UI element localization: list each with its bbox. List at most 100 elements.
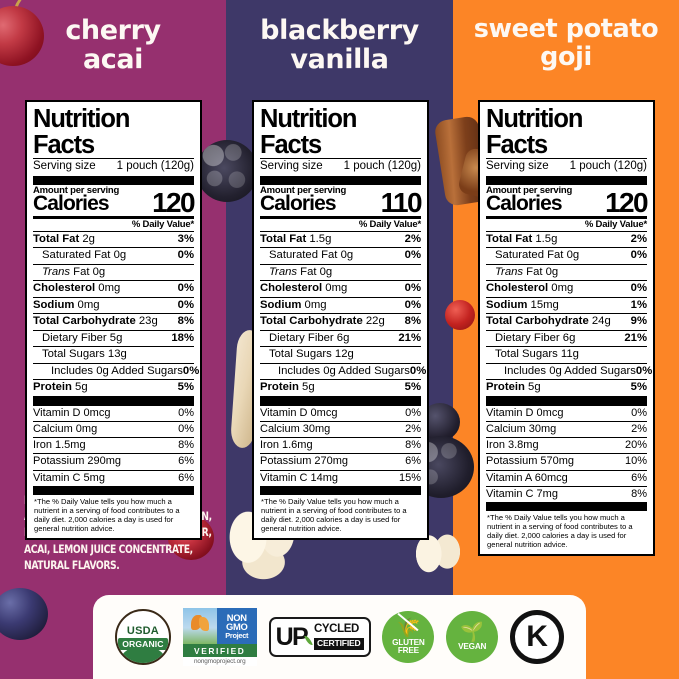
- vitamin-daily-value: 6%: [178, 471, 194, 484]
- nutrient-row: Trans Fat 0g: [260, 263, 421, 281]
- vitamin-row: Iron 1.6mg 8%: [260, 437, 421, 453]
- nutrient-label: Trans Fat 0g: [42, 265, 106, 278]
- vitamin-daily-value: 8%: [631, 487, 647, 500]
- nutrient-label: Saturated Fat 0g: [269, 249, 354, 262]
- flavor-title-cherry-acai: cherry acai: [0, 16, 226, 74]
- daily-value-footnote: *The % Daily Value tells you how much a …: [34, 496, 180, 533]
- nutrient-daily-value: 3%: [177, 232, 194, 245]
- vitamin-daily-value: 20%: [624, 439, 647, 452]
- vitamin-daily-value: 6%: [178, 455, 194, 468]
- nutrient-daily-value: 0%: [635, 364, 653, 377]
- badge-vegan: 🌱 VEGAN: [446, 611, 499, 663]
- flavor-title-line2: vanilla: [290, 44, 389, 76]
- nutrient-label: Cholesterol 0mg: [33, 282, 121, 295]
- serving-size-value: 1 pouch (120g): [116, 160, 194, 172]
- nutrient-row: Sodium 0mg 0%: [33, 296, 194, 314]
- nutrient-row: Trans Fat 0g: [486, 263, 647, 281]
- nutrient-row: Total Sugars 13g: [33, 346, 194, 363]
- calories-value: 120: [152, 186, 196, 218]
- usda-line1: USDA: [126, 624, 159, 637]
- vitamin-daily-value: 8%: [405, 439, 421, 452]
- vitamin-daily-value: 2%: [405, 422, 421, 435]
- vitamin-label: Calcium 0mg: [33, 422, 98, 435]
- nutrient-label: Sodium 0mg: [260, 298, 327, 311]
- nutrient-daily-value: 0%: [630, 249, 647, 262]
- non-gmo-icon: NON GMO Project VERIFIED nongmoproject.o…: [182, 608, 257, 666]
- badge-non-gmo-project-verified: NON GMO Project VERIFIED nongmoproject.o…: [182, 608, 257, 666]
- daily-value-header: % Daily Value*: [358, 218, 421, 230]
- nutrient-label: Total Carbohydrate 23g: [33, 315, 158, 328]
- nutrient-label: Total Carbohydrate 24g: [486, 315, 611, 328]
- nutrient-daily-value: 2%: [630, 232, 647, 245]
- nutrition-facts-title: Nutrition Facts: [486, 105, 583, 159]
- divider-medium: [260, 215, 421, 219]
- vitamin-row: Vitamin D 0mcg 0%: [33, 404, 194, 421]
- upcycled-up-text: UP: [275, 622, 309, 651]
- nutrient-row: Includes 0g Added Sugars 0%: [486, 362, 652, 380]
- nutrient-daily-value: 0%: [409, 364, 427, 377]
- amount-per-serving-label: Amount per serving: [486, 184, 573, 196]
- kosher-icon: K: [510, 610, 565, 664]
- vitamin-label: Vitamin D 0mcg: [486, 406, 564, 419]
- nutrient-daily-value: 2%: [404, 232, 421, 245]
- nutrient-row: Total Sugars 11g: [486, 346, 647, 363]
- vitamin-label: Iron 3.8mg: [486, 439, 539, 452]
- nutrient-label: Total Carbohydrate 22g: [260, 315, 385, 328]
- nutrient-row: Saturated Fat 0g 0%: [33, 247, 194, 264]
- daily-value-header: % Daily Value*: [584, 218, 647, 230]
- nutrient-row: Cholesterol 0mg 0%: [33, 280, 194, 297]
- nutrient-row: Saturated Fat 0g 0%: [486, 247, 647, 264]
- kosher-letter: K: [526, 620, 548, 653]
- vitamin-row: Vitamin D 0mcg 0%: [260, 404, 421, 421]
- vitamin-row: Calcium 0mg 0%: [33, 420, 194, 437]
- nutrient-row: Trans Fat 0g: [33, 263, 194, 281]
- vitamin-label: Vitamin A 60mcg: [486, 471, 568, 484]
- vitamin-row: Calcium 30mg 2%: [260, 420, 421, 437]
- nutrient-label: Dietary Fiber 6g: [269, 331, 350, 344]
- vitamin-label: Calcium 30mg: [260, 422, 331, 435]
- vitamin-row: Potassium 270mg 6%: [260, 453, 421, 469]
- nutrient-label: Total Fat 1.5g: [260, 232, 332, 245]
- nutrient-row: Sodium 15mg 1%: [486, 296, 647, 314]
- nutrient-row: Includes 0g Added Sugars 0%: [33, 362, 199, 380]
- calories-label: Calories: [33, 192, 110, 216]
- upcycled-text-stack: CYCLED CERTIFIED: [314, 623, 364, 650]
- nutrient-row: Total Carbohydrate 23g 8%: [33, 313, 194, 330]
- nutrient-row: Total Fat 1.5g 2%: [486, 230, 647, 248]
- nutrient-label: Trans Fat 0g: [495, 265, 559, 278]
- nutrient-label: Total Fat 2g: [33, 232, 95, 245]
- gluten-free-line2: FREE: [397, 646, 419, 655]
- vitamin-label: Potassium 570mg: [486, 455, 575, 468]
- vitamin-label: Potassium 270mg: [260, 455, 349, 468]
- calories-label: Calories: [486, 192, 563, 216]
- vitamin-label: Vitamin D 0mcg: [260, 406, 338, 419]
- nutrient-daily-value: 5%: [404, 381, 421, 394]
- upcycled-cycled-text: CYCLED: [314, 623, 359, 636]
- vitamin-label: Vitamin C 7mg: [486, 487, 558, 500]
- serving-size-label: Serving size: [486, 160, 549, 172]
- non-gmo-verified-label: VERIFIED: [182, 644, 257, 657]
- calories-left: Amount per serving Calories: [33, 186, 119, 215]
- vitamin-daily-value: 15%: [398, 471, 421, 484]
- non-gmo-url: nongmoproject.org: [193, 658, 246, 665]
- vitamin-daily-value: 6%: [631, 471, 647, 484]
- nutrient-label: Trans Fat 0g: [269, 265, 333, 278]
- vitamin-row: Vitamin C 7mg 8%: [486, 485, 647, 502]
- vitamin-row: Potassium 290mg 6%: [33, 453, 194, 469]
- butterfly-icon: [182, 608, 217, 644]
- divider-thick: [260, 485, 421, 495]
- nutrition-facts-title: Nutrition Facts: [33, 105, 130, 159]
- nutrient-label: Protein 5g: [486, 381, 541, 394]
- calories-left: Amount per serving Calories: [486, 186, 572, 215]
- nutrient-label: Saturated Fat 0g: [42, 249, 127, 262]
- serving-size-value: 1 pouch (120g): [569, 160, 647, 172]
- divider-thick: [33, 175, 194, 185]
- vegan-line1: VEGAN: [458, 641, 487, 651]
- vitamin-label: Potassium 290mg: [33, 455, 122, 468]
- nutrient-label: Saturated Fat 0g: [495, 249, 580, 262]
- usda-organic-icon: USDA ORGANIC: [114, 609, 171, 665]
- nutrition-facts-panel-blackberry-vanilla: Nutrition Facts Serving size 1 pouch (120g…: [252, 100, 429, 540]
- vitamin-label: Iron 1.6mg: [260, 439, 313, 452]
- nutrient-row: Protein 5g 5%: [486, 379, 647, 396]
